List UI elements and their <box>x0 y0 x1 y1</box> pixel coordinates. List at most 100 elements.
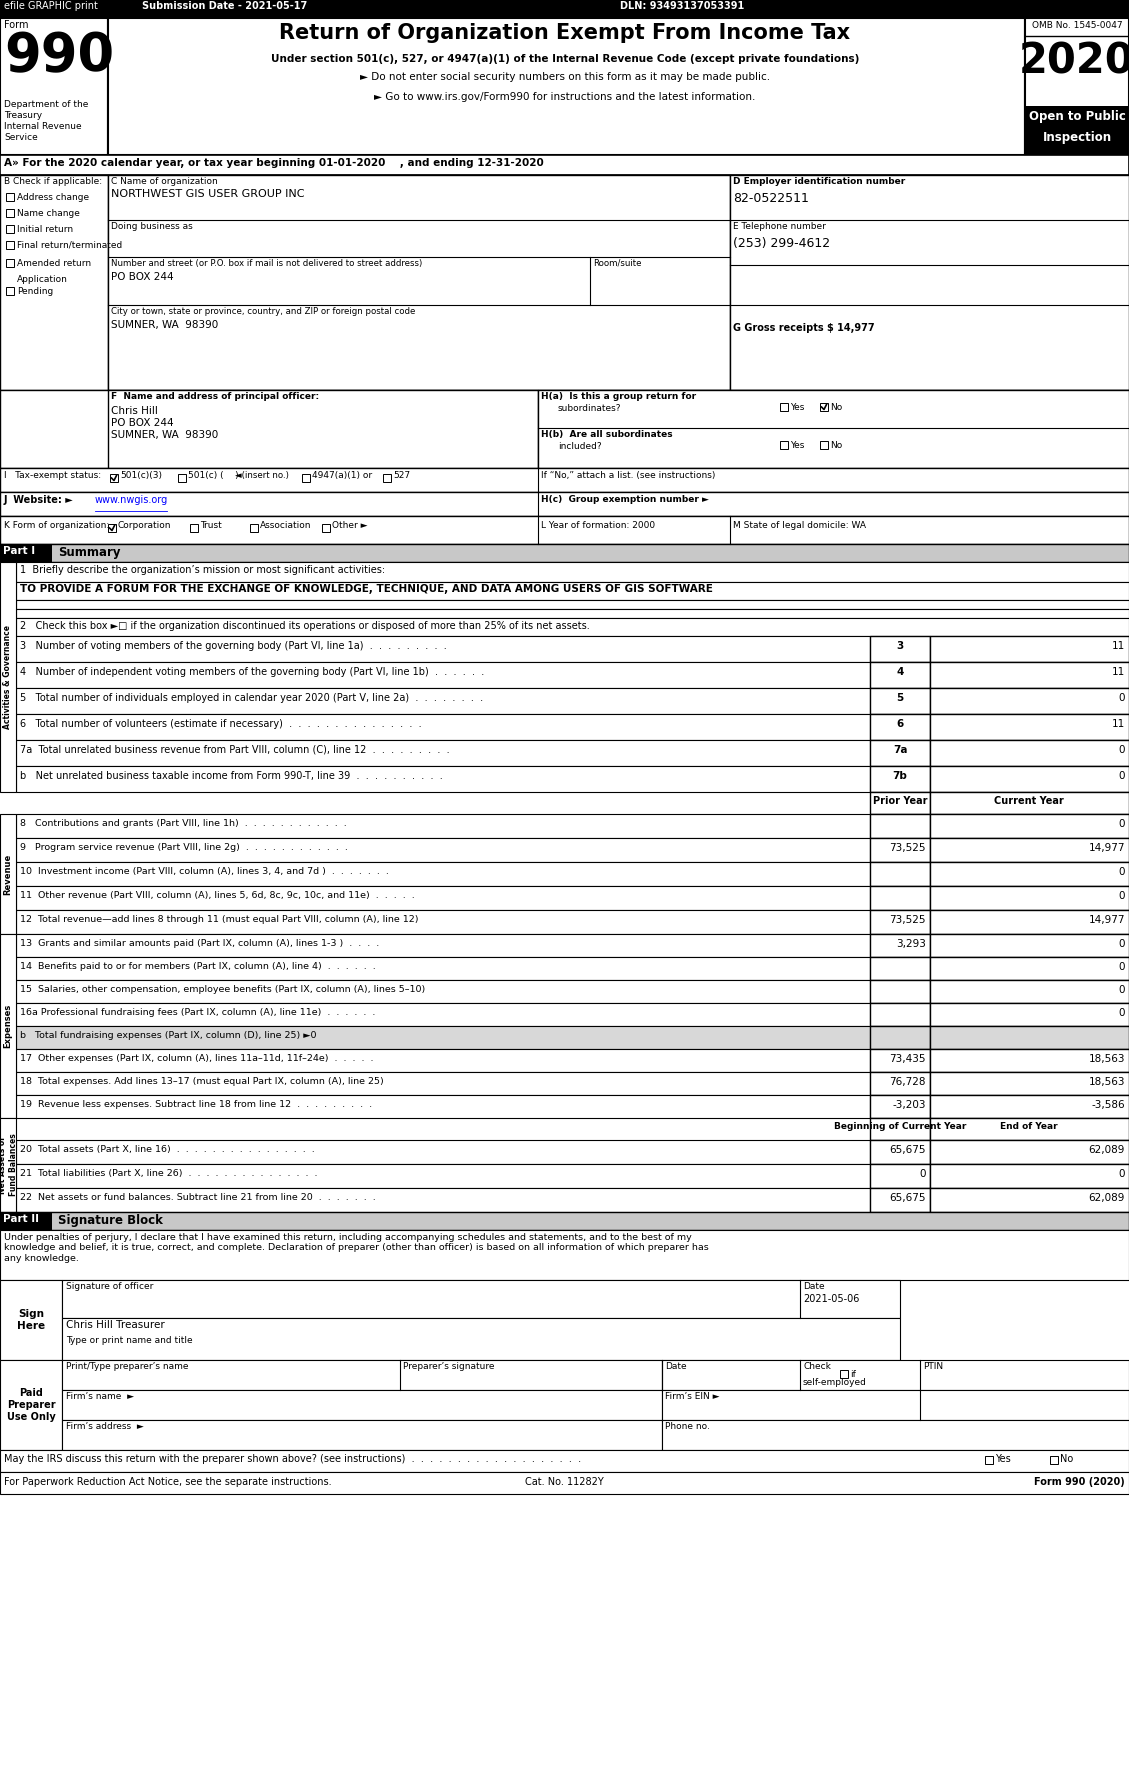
Text: 14  Benefits paid to or for members (Part IX, column (A), line 4)  .  .  .  .  .: 14 Benefits paid to or for members (Part… <box>20 962 376 971</box>
Text: G Gross receipts $ 14,977: G Gross receipts $ 14,977 <box>733 322 875 333</box>
Bar <box>16 1026 870 1050</box>
Text: Preparer’s signature: Preparer’s signature <box>403 1361 495 1370</box>
Bar <box>930 1141 1129 1164</box>
Text: Under penalties of perjury, I declare that I have examined this return, includin: Under penalties of perjury, I declare th… <box>5 1232 709 1263</box>
Text: SUMNER, WA  98390: SUMNER, WA 98390 <box>111 430 218 441</box>
Text: Yes: Yes <box>790 403 804 412</box>
Text: 65,675: 65,675 <box>890 1193 926 1204</box>
Bar <box>6 226 14 233</box>
Bar <box>62 1359 662 1390</box>
Bar <box>930 910 1129 933</box>
Text: 501(c) (    ): 501(c) ( ) <box>189 471 238 480</box>
Bar <box>62 1390 662 1420</box>
Bar <box>16 838 870 861</box>
Text: Part I: Part I <box>3 546 35 555</box>
Bar <box>662 1390 1129 1420</box>
Text: Paid
Preparer
Use Only: Paid Preparer Use Only <box>7 1388 55 1422</box>
Text: Trust: Trust <box>200 521 221 530</box>
Text: PO BOX 244: PO BOX 244 <box>111 417 174 428</box>
Text: Beginning of Current Year: Beginning of Current Year <box>834 1121 966 1130</box>
Text: Pending: Pending <box>17 287 53 296</box>
Bar <box>930 956 1129 980</box>
Bar <box>870 715 930 740</box>
Text: Internal Revenue: Internal Revenue <box>5 122 81 131</box>
Text: 7a: 7a <box>893 745 908 756</box>
Bar <box>930 767 1129 792</box>
Text: Corporation: Corporation <box>119 521 172 530</box>
Text: 0: 0 <box>1119 1008 1124 1017</box>
Bar <box>1050 1456 1058 1463</box>
Text: 17  Other expenses (Part IX, column (A), lines 11a–11d, 11f–24e)  .  .  .  .  .: 17 Other expenses (Part IX, column (A), … <box>20 1053 374 1064</box>
Text: Yes: Yes <box>995 1454 1010 1463</box>
Bar <box>930 1026 1129 1050</box>
Text: 0: 0 <box>1119 938 1124 949</box>
Bar <box>0 176 1129 390</box>
Text: Type or print name and title: Type or print name and title <box>65 1336 193 1345</box>
Text: Date: Date <box>665 1361 686 1370</box>
Text: Part II: Part II <box>3 1214 40 1223</box>
Bar <box>108 176 730 390</box>
Bar <box>62 1420 662 1451</box>
Text: Application: Application <box>17 276 68 285</box>
Text: Form 990 (2020): Form 990 (2020) <box>1034 1478 1124 1487</box>
Text: Name change: Name change <box>17 210 80 219</box>
Bar <box>870 1073 930 1094</box>
Bar <box>0 933 16 1118</box>
Bar <box>930 688 1129 715</box>
Text: 16a Professional fundraising fees (Part IX, column (A), line 11e)  .  .  .  .  .: 16a Professional fundraising fees (Part … <box>20 1008 375 1017</box>
Bar <box>930 1094 1129 1118</box>
Text: 21  Total liabilities (Part X, line 26)  .  .  .  .  .  .  .  .  .  .  .  .  .  : 21 Total liabilities (Part X, line 26) .… <box>20 1170 317 1178</box>
Text: 0: 0 <box>1119 745 1124 756</box>
Text: Firm’s name  ►: Firm’s name ► <box>65 1392 134 1401</box>
Bar <box>301 475 310 482</box>
Bar <box>870 1050 930 1073</box>
Text: 2021-05-06: 2021-05-06 <box>803 1295 859 1304</box>
Bar <box>930 980 1129 1003</box>
Bar <box>870 792 930 813</box>
Bar <box>6 287 14 296</box>
Bar <box>383 475 391 482</box>
Bar <box>0 467 1129 493</box>
Bar <box>0 1281 62 1359</box>
Bar <box>16 1164 870 1187</box>
Text: 76,728: 76,728 <box>890 1076 926 1087</box>
Text: Return of Organization Exempt From Income Tax: Return of Organization Exempt From Incom… <box>280 23 850 43</box>
Text: 11: 11 <box>1112 718 1124 729</box>
Bar <box>930 636 1129 663</box>
Bar <box>16 813 870 838</box>
Text: 501(c)(3): 501(c)(3) <box>120 471 161 480</box>
Bar <box>984 1456 994 1463</box>
Bar <box>16 600 1129 609</box>
Text: NORTHWEST GIS USER GROUP INC: NORTHWEST GIS USER GROUP INC <box>111 190 305 199</box>
Text: Expenses: Expenses <box>3 1005 12 1048</box>
Text: 0: 0 <box>1119 1170 1124 1178</box>
Bar <box>16 910 870 933</box>
Bar <box>930 1118 1129 1141</box>
Text: Revenue: Revenue <box>3 853 12 896</box>
Text: Summary: Summary <box>58 546 121 559</box>
Text: 6: 6 <box>896 718 903 729</box>
Text: 13  Grants and similar amounts paid (Part IX, column (A), lines 1-3 )  .  .  .  : 13 Grants and similar amounts paid (Part… <box>20 938 379 947</box>
Text: No: No <box>830 441 842 450</box>
Text: 2   Check this box ►□ if the organization discontinued its operations or dispose: 2 Check this box ►□ if the organization … <box>20 621 589 630</box>
Text: Firm’s address  ►: Firm’s address ► <box>65 1422 143 1431</box>
Text: Form: Form <box>5 20 28 30</box>
Bar <box>662 1420 1129 1451</box>
Text: 3   Number of voting members of the governing body (Part VI, line 1a)  .  .  .  : 3 Number of voting members of the govern… <box>20 641 447 650</box>
Text: Chris Hill: Chris Hill <box>111 407 158 416</box>
Bar <box>870 980 930 1003</box>
Text: subordinates?: subordinates? <box>558 405 621 414</box>
Text: Other ►: Other ► <box>332 521 368 530</box>
Bar <box>6 193 14 201</box>
Text: 0: 0 <box>1119 962 1124 973</box>
Bar <box>930 933 1129 956</box>
Bar <box>930 715 1129 740</box>
Bar <box>0 1213 52 1230</box>
Text: 8   Contributions and grants (Part VIII, line 1h)  .  .  .  .  .  .  .  .  .  . : 8 Contributions and grants (Part VIII, l… <box>20 818 347 827</box>
Bar <box>0 1118 16 1213</box>
Text: If “No,” attach a list. (see instructions): If “No,” attach a list. (see instruction… <box>541 471 716 480</box>
Bar <box>930 861 1129 887</box>
Bar <box>0 1230 1129 1281</box>
Text: 3: 3 <box>896 641 903 650</box>
Text: Service: Service <box>5 133 37 141</box>
